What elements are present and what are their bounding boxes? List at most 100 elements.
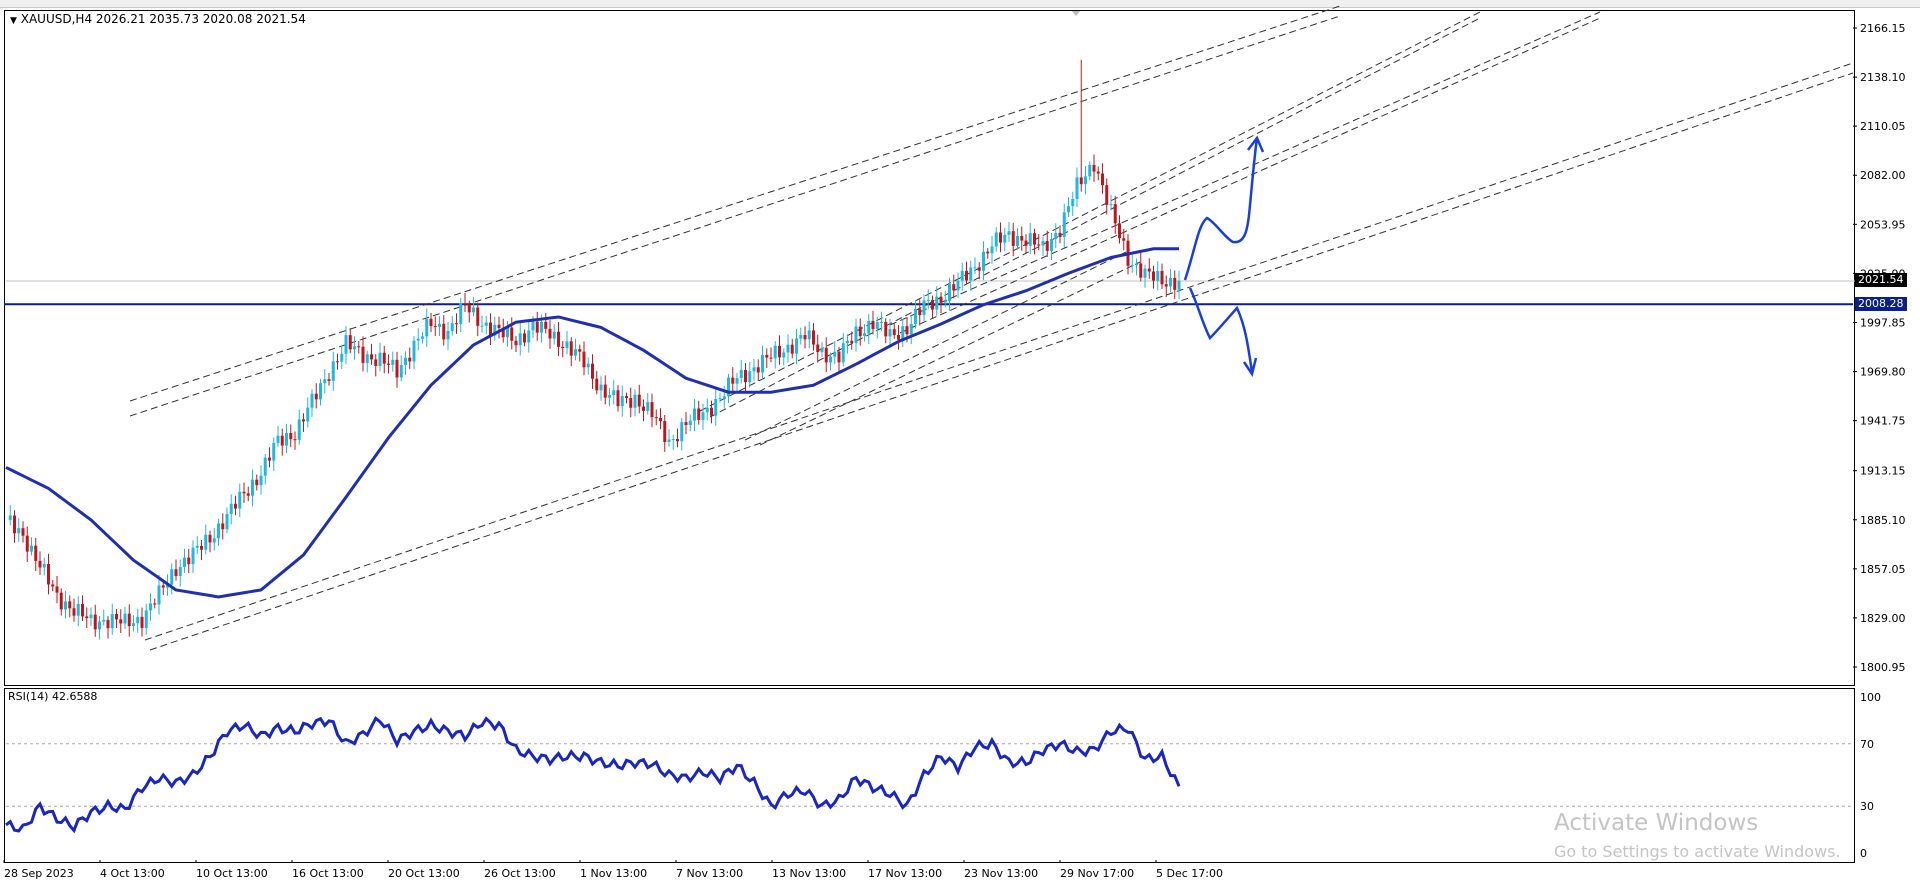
channel-trendline (744, 249, 1131, 441)
bear-candle-body (561, 346, 565, 349)
bear-candle-body (582, 351, 586, 368)
bear-candle-body (85, 616, 89, 619)
bear-candle-body (697, 408, 701, 421)
bear-candle-body (816, 344, 820, 353)
rsi-header: RSI(14) 42.6588 (8, 690, 98, 703)
bull-candle-body (735, 378, 739, 384)
time-tick-label: 26 Oct 13:00 (484, 867, 556, 880)
bull-candle-body (191, 547, 195, 565)
time-tick-label: 1 Nov 13:00 (580, 867, 647, 880)
arrow-head-up (1247, 135, 1265, 153)
bull-candle-body (714, 399, 718, 416)
bull-candle-body (1135, 263, 1138, 266)
time-tick-label: 13 Nov 13:00 (772, 867, 846, 880)
bear-candle-body (93, 614, 97, 630)
bull-candle-body (833, 351, 837, 357)
bull-candle-body (565, 341, 569, 349)
channel-trendline (759, 261, 1141, 446)
bull-candle-body (110, 614, 114, 629)
bear-candle-body (153, 603, 157, 605)
bull-candle-body (739, 369, 743, 379)
current-price-tag: 2021.54 (1855, 273, 1907, 287)
bear-candle-body (659, 417, 662, 422)
time-tick-label: 17 Nov 13:00 (868, 867, 942, 880)
rsi-tick-label: 0 (1860, 847, 1867, 860)
bear-candle-body (208, 534, 212, 543)
bear-candle-body (595, 378, 599, 391)
bear-candle-body (382, 352, 386, 364)
bear-candle-body (361, 346, 365, 363)
channel-trendline (129, 5, 1341, 402)
bull-candle-body (1003, 234, 1007, 243)
bear-candle-body (1139, 263, 1143, 278)
bear-candle-body (812, 330, 815, 345)
bull-candle-body (854, 326, 858, 343)
bull-candle-body (306, 407, 310, 422)
bull-candle-body (620, 396, 624, 407)
bull-candle-body (506, 327, 509, 338)
bull-candle-body (399, 365, 403, 378)
bull-candle-body (880, 322, 883, 324)
bull-candle-body (17, 528, 21, 534)
time-tick-label: 28 Sep 2023 (4, 867, 74, 880)
bear-candle-body (246, 493, 250, 496)
bear-candle-body (357, 346, 361, 348)
bear-candle-body (897, 335, 900, 340)
bull-candle-body (671, 439, 675, 441)
bull-candle-body (540, 321, 543, 333)
bull-candle-body (123, 613, 127, 624)
price-tick-label: 1997.85 (1860, 316, 1906, 329)
bear-candle-body (557, 331, 560, 347)
bull-candle-body (251, 479, 254, 496)
bear-candle-body (187, 557, 191, 565)
bull-candle-body (64, 601, 67, 610)
time-tick-label: 23 Nov 13:00 (964, 867, 1038, 880)
bear-candle-body (523, 333, 526, 343)
bull-candle-body (1075, 177, 1079, 199)
time-tick-label: 16 Oct 13:00 (292, 867, 364, 880)
bear-candle-body (544, 321, 548, 329)
bear-candle-body (1122, 238, 1126, 241)
bull-candle-body (863, 333, 866, 337)
bull-candle-body (225, 513, 229, 530)
time-tick-label: 10 Oct 13:00 (196, 867, 268, 880)
bear-candle-body (778, 345, 781, 358)
channel-trendline (149, 72, 1854, 651)
rsi-tick-label: 30 (1860, 800, 1874, 813)
bear-candle-body (34, 545, 38, 561)
bear-candle-body (939, 296, 943, 303)
bull-candle-body (238, 491, 242, 509)
bull-candle-body (820, 347, 824, 353)
bullish-projection-arrow (1183, 137, 1259, 281)
bull-candle-body (680, 422, 684, 442)
triangle-down-icon[interactable]: ▼ (10, 16, 17, 26)
bull-candle-body (136, 616, 140, 624)
bear-candle-body (1024, 240, 1028, 246)
bull-candle-body (1130, 265, 1134, 267)
bull-candle-body (990, 246, 994, 254)
bull-candle-body (493, 324, 497, 336)
scroll-marker-icon (1072, 11, 1080, 16)
bear-candle-body (850, 340, 854, 343)
bear-candle-body (1079, 177, 1083, 185)
main-chart-panel[interactable] (4, 10, 1855, 686)
bull-candle-body (340, 353, 344, 362)
bear-candle-body (1096, 171, 1100, 174)
bull-candle-body (438, 323, 441, 328)
bull-candle-body (263, 457, 267, 476)
bull-candle-body (149, 603, 152, 611)
bear-candle-body (242, 491, 246, 494)
bear-candle-body (1037, 244, 1041, 246)
bull-candle-body (89, 614, 93, 619)
bear-candle-body (977, 267, 981, 271)
bull-candle-body (276, 435, 280, 443)
rsi-panel[interactable] (4, 688, 1855, 863)
bear-candle-body (280, 435, 284, 446)
bull-candle-body (646, 402, 650, 411)
bear-candle-body (221, 523, 225, 530)
channel-trendline (889, 11, 1601, 326)
bull-candle-body (752, 367, 756, 372)
bear-candle-body (408, 357, 412, 362)
bear-candle-body (1020, 236, 1024, 241)
